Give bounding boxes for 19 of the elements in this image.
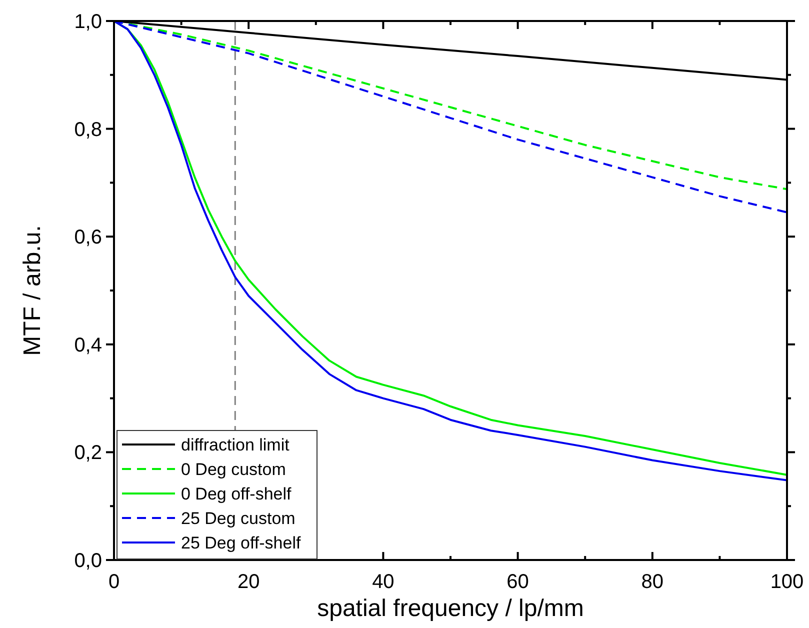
x-tick-label: 60	[506, 571, 529, 593]
x-tick-label: 80	[641, 571, 664, 593]
y-tick-label: 0,0	[74, 550, 102, 572]
x-axis-title: spatial frequency / lp/mm	[317, 595, 584, 622]
y-tick-label: 0,4	[74, 334, 102, 356]
y-tick-label: 0,6	[74, 226, 102, 249]
legend-label: 25 Deg off-shelf	[181, 534, 301, 552]
x-tick-label: 40	[372, 571, 394, 593]
y-tick-label: 0,8	[74, 118, 102, 141]
x-tick-label: 20	[237, 571, 260, 593]
y-axis-title: MTF / arb.u.	[19, 225, 46, 356]
legend-label: 0 Deg custom	[181, 460, 286, 479]
legend-label: 0 Deg off-shelf	[181, 484, 292, 504]
y-tick-label: 1,0	[74, 11, 102, 33]
x-tick-label: 0	[108, 571, 120, 593]
legend-label: diffraction limit	[181, 436, 290, 454]
y-tick-label: 0,2	[74, 442, 102, 464]
x-tick-label: 100	[770, 571, 804, 593]
legend-label: 25 Deg custom	[181, 509, 296, 528]
